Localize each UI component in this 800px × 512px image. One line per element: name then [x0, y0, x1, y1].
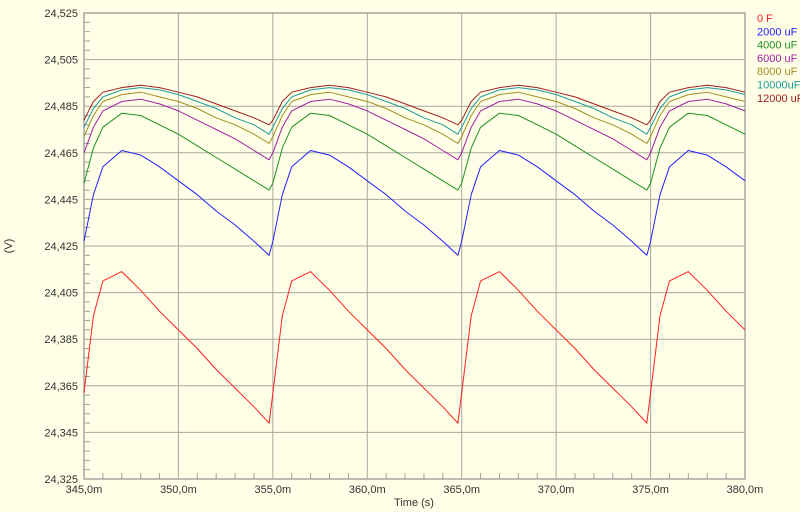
series-line	[83, 150, 746, 256]
series-line	[83, 91, 746, 144]
y-tick-label: 24,405	[44, 288, 78, 300]
legend-entry: 10000uF	[757, 80, 800, 92]
x-tick-label: 380,0m	[727, 484, 764, 496]
series-lines	[83, 84, 746, 424]
legend-entry: 6000 uF	[757, 53, 798, 65]
x-axis-label: Time (s)	[394, 497, 434, 509]
y-axis-label: (V)	[3, 239, 15, 254]
series-line	[83, 112, 746, 191]
y-axis: 24,325 24,345 24,365 24,385 24,405 24,425 24,4…	[44, 8, 90, 486]
y-tick-label: 24,425	[44, 241, 78, 253]
x-tick-label: 360,0m	[349, 484, 386, 496]
y-tick-label: 24,325	[44, 474, 78, 486]
legend-entry: 8000 uF	[757, 66, 798, 78]
x-tick-label: 345,0m	[66, 484, 103, 496]
series-line	[83, 271, 746, 424]
series-line	[83, 87, 746, 135]
legend-entry: 4000 uF	[757, 40, 798, 52]
series-line	[83, 98, 746, 161]
y-tick-label: 24,525	[44, 8, 78, 20]
x-tick-label: 365,0m	[443, 484, 480, 496]
grid	[83, 12, 746, 480]
x-tick-label: 375,0m	[632, 484, 669, 496]
y-tick-label: 24,445	[44, 194, 78, 206]
x-tick-label: 370,0m	[538, 484, 575, 496]
x-tick-label: 350,0m	[160, 484, 197, 496]
legend-entry: 2000 uF	[757, 26, 798, 38]
y-tick-label: 24,505	[44, 55, 78, 67]
y-tick-label: 24,385	[44, 334, 78, 346]
series-line	[83, 84, 746, 126]
y-tick-label: 24,465	[44, 148, 78, 160]
legend-entry: 0 F	[757, 13, 773, 25]
y-tick-label: 24,365	[44, 381, 78, 393]
x-axis: 345,0m 350,0m 355,0m 360,0m 365,0m 370,0m 375,…	[66, 473, 764, 496]
x-tick-label: 355,0m	[255, 484, 292, 496]
y-tick-label: 24,485	[44, 101, 78, 113]
legend-entry: 12000 uF	[757, 93, 800, 105]
y-tick-label: 24,345	[44, 427, 78, 439]
